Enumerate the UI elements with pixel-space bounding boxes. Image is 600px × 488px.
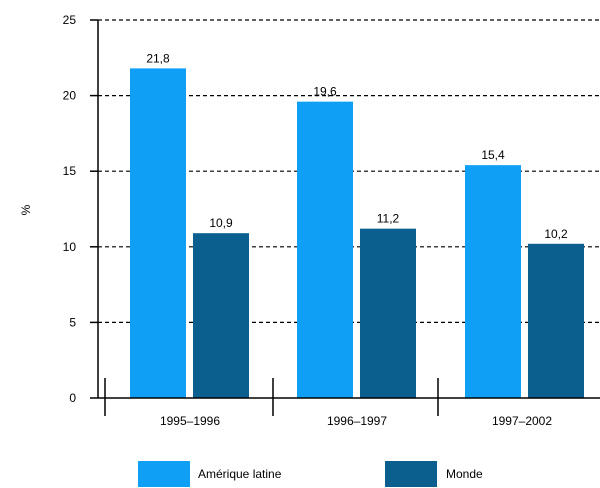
y-axis-label: % <box>19 204 33 215</box>
legend-label: Monde <box>446 467 483 481</box>
legend: Amérique latine Monde <box>138 461 483 487</box>
legend-swatch <box>385 461 437 487</box>
bar <box>360 228 416 398</box>
legend-swatch <box>138 461 190 487</box>
y-tick-label: 15 <box>63 164 77 178</box>
y-tick-label: 5 <box>69 315 76 329</box>
y-tick-label: 25 <box>63 13 77 27</box>
bar <box>130 68 186 398</box>
bar-value-label: 21,8 <box>146 51 170 65</box>
bar <box>528 243 584 398</box>
x-tick-label: 1997–2002 <box>492 414 552 428</box>
y-tick-label: 20 <box>63 89 77 103</box>
axes <box>90 19 600 416</box>
labels: 0 5 10 15 20 25% 21,8 10,9 19,6 11,2 15,4 10,2 1995–… <box>19 13 568 428</box>
legend-label: Amérique latine <box>198 467 282 481</box>
x-tick-label: 1995–1996 <box>160 414 220 428</box>
bar <box>297 101 353 398</box>
bar-value-label: 15,4 <box>481 148 505 162</box>
bar-value-label: 11,2 <box>377 212 400 226</box>
bar <box>465 165 521 398</box>
y-tick-label: 10 <box>63 240 77 254</box>
bar-value-label: 10,2 <box>544 227 568 241</box>
bar-value-label: 10,9 <box>209 216 233 230</box>
y-tick-label: 0 <box>69 391 76 405</box>
bar-value-label: 19,6 <box>313 85 337 99</box>
bars <box>130 68 584 398</box>
bar <box>193 233 249 398</box>
x-tick-label: 1996–1997 <box>327 414 387 428</box>
